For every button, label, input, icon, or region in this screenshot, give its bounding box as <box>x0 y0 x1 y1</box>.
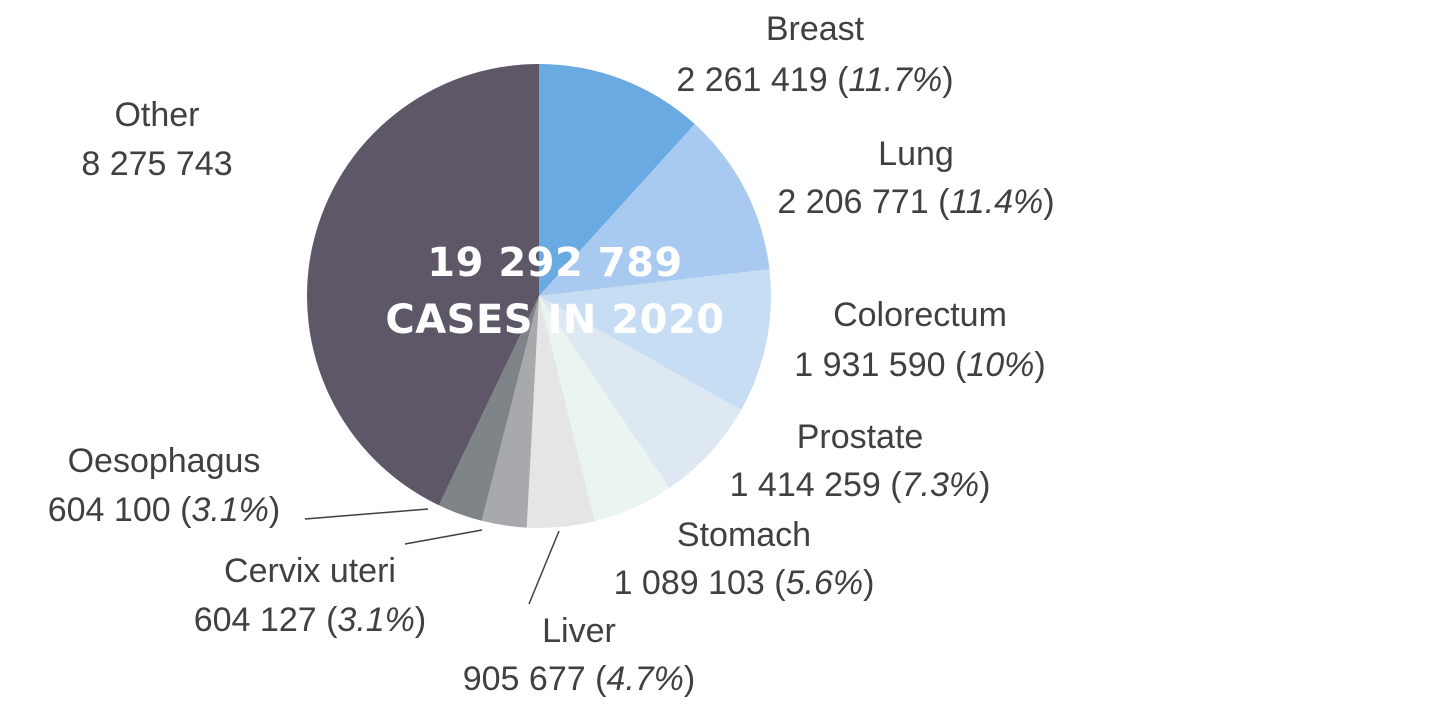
pie-slice-lung <box>539 124 770 296</box>
leader-line-liver <box>528 530 560 605</box>
slice-value-breast: 2 261 419 (11.7%) <box>676 61 953 99</box>
slice-percent-cervix-uteri: 3.1% <box>337 601 415 639</box>
slice-label-colorectum: Colorectum 1 931 590 (10%) <box>794 296 1045 384</box>
slice-name-cervix-uteri: Cervix uteri <box>224 552 396 590</box>
slice-labels: Breast 2 261 419 (11.7%) Lung 2 206 771 (11… <box>48 10 1055 698</box>
slice-percent-oesophagus: 3.1% <box>191 491 269 529</box>
slice-count-liver: 905 677 <box>463 660 586 698</box>
slice-name-colorectum: Colorectum <box>833 296 1007 334</box>
slice-label-prostate: Prostate 1 414 259 (7.3%) <box>730 418 991 504</box>
slice-label-lung: Lung 2 206 771 (11.4%) <box>777 135 1054 221</box>
slice-label-stomach: Stomach 1 089 103 (5.6%) <box>614 516 875 602</box>
pie-slice-liver <box>526 296 595 529</box>
leader-line-oesophagus <box>304 508 429 520</box>
paren-open: ( <box>765 564 786 602</box>
slice-label-cervix-uteri: Cervix uteri 604 127 (3.1%) <box>194 552 427 639</box>
paren-open: ( <box>881 466 902 504</box>
paren-open: ( <box>586 660 607 698</box>
paren-open: ( <box>929 183 950 221</box>
slice-percent-breast: 11.7% <box>848 61 942 99</box>
slice-count-cervix-uteri: 604 127 <box>194 601 317 639</box>
paren-open: ( <box>828 61 849 99</box>
paren-close: ) <box>415 601 426 639</box>
pie-slice-breast <box>539 64 695 296</box>
paren-close: ) <box>684 660 695 698</box>
paren-close: ) <box>863 564 874 602</box>
slice-label-liver: Liver 905 677 (4.7%) <box>463 612 696 698</box>
paren-close: ) <box>1034 346 1045 384</box>
slice-name-lung: Lung <box>878 135 954 173</box>
slice-percent-liver: 4.7% <box>606 660 684 698</box>
slice-count-prostate: 1 414 259 <box>730 466 881 504</box>
slice-percent-colorectum: 10% <box>966 346 1034 384</box>
pie-slice-prostate <box>539 296 742 488</box>
slice-label-breast: Breast 2 261 419 (11.7%) <box>676 10 953 99</box>
slice-value-oesophagus: 604 100 (3.1%) <box>48 491 281 529</box>
slice-value-colorectum: 1 931 590 (10%) <box>794 346 1045 384</box>
center-total-text: 19 292 789 <box>427 240 683 286</box>
slice-percent-prostate: 7.3% <box>902 466 980 504</box>
leader-line-cervix-uteri <box>404 529 483 545</box>
slice-value-other: 8 275 743 <box>81 145 232 183</box>
slice-count-breast: 2 261 419 <box>676 61 827 99</box>
paren-open: ( <box>946 346 967 384</box>
slice-percent-stomach: 5.6% <box>786 564 864 602</box>
paren-open: ( <box>171 491 192 529</box>
slice-name-oesophagus: Oesophagus <box>68 442 261 480</box>
slice-name-stomach: Stomach <box>677 516 811 554</box>
slice-value-stomach: 1 089 103 (5.6%) <box>614 564 875 602</box>
slice-label-oesophagus: Oesophagus 604 100 (3.1%) <box>48 442 281 529</box>
pie-slice-stomach <box>539 296 670 522</box>
paren-close: ) <box>979 466 990 504</box>
slice-name-breast: Breast <box>766 10 865 48</box>
paren-close: ) <box>1043 183 1054 221</box>
paren-close: ) <box>942 61 953 99</box>
slice-label-other: Other 8 275 743 <box>81 96 232 183</box>
slice-count-lung: 2 206 771 <box>777 183 928 221</box>
slice-count-oesophagus: 604 100 <box>48 491 171 529</box>
slice-value-liver: 905 677 (4.7%) <box>463 660 696 698</box>
slice-value-prostate: 1 414 259 (7.3%) <box>730 466 991 504</box>
pie-slice-cervix-uteri <box>481 296 539 528</box>
slice-count-other: 8 275 743 <box>81 145 232 183</box>
pie-slice-oesophagus <box>438 296 539 521</box>
slice-value-lung: 2 206 771 (11.4%) <box>777 183 1054 221</box>
pie-slices <box>306 64 771 529</box>
slice-count-stomach: 1 089 103 <box>614 564 765 602</box>
slice-value-cervix-uteri: 604 127 (3.1%) <box>194 601 427 639</box>
slice-percent-lung: 11.4% <box>949 183 1043 221</box>
leader-lines <box>304 508 560 605</box>
paren-open: ( <box>317 601 338 639</box>
slice-name-prostate: Prostate <box>797 418 924 456</box>
center-year-text: CASES IN 2020 <box>385 297 724 343</box>
slice-name-liver: Liver <box>542 612 616 650</box>
center-label: 19 292 789 CASES IN 2020 <box>385 240 724 343</box>
paren-close: ) <box>269 491 280 529</box>
pie-slice-colorectum <box>539 269 771 410</box>
slice-name-other: Other <box>114 96 199 134</box>
slice-count-colorectum: 1 931 590 <box>794 346 945 384</box>
pie-slice-other <box>306 64 539 506</box>
